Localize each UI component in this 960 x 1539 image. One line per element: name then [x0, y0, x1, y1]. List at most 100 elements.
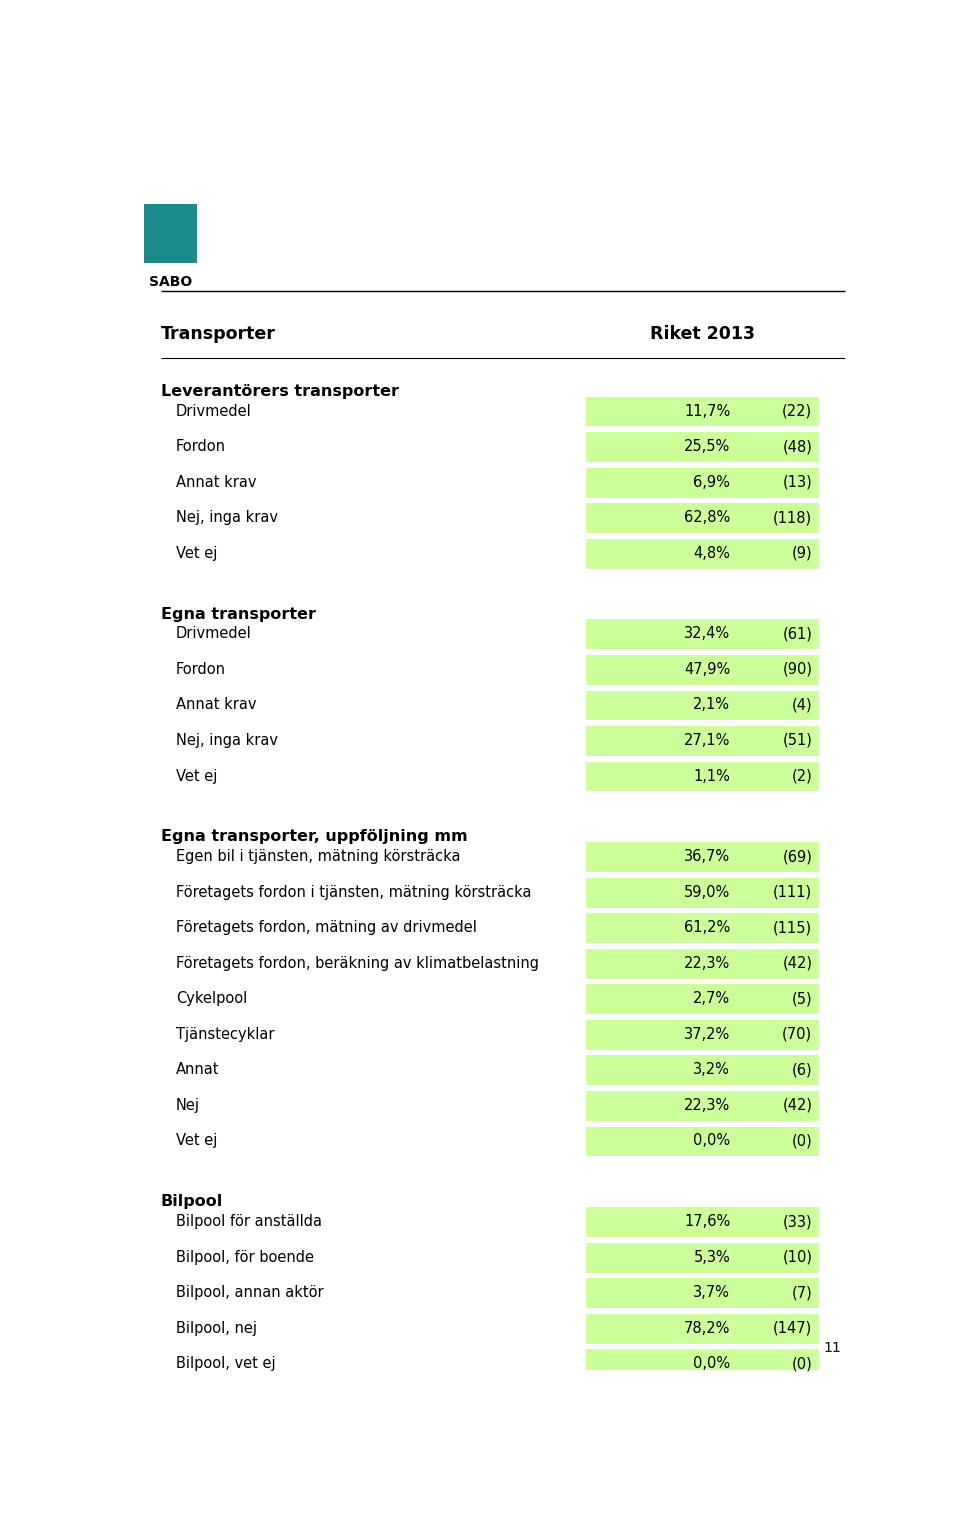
Text: (0): (0) [792, 1356, 812, 1371]
Text: Bilpool, nej: Bilpool, nej [176, 1320, 257, 1336]
Text: Bilpool, vet ej: Bilpool, vet ej [176, 1356, 276, 1371]
Text: Annat: Annat [176, 1062, 219, 1077]
Text: Riket 2013: Riket 2013 [650, 325, 755, 343]
FancyBboxPatch shape [585, 654, 820, 685]
Text: (69): (69) [782, 850, 812, 863]
FancyBboxPatch shape [585, 396, 820, 426]
FancyBboxPatch shape [585, 1277, 820, 1308]
Text: Bilpool, annan aktör: Bilpool, annan aktör [176, 1285, 324, 1300]
Text: Vet ej: Vet ej [176, 1134, 217, 1148]
FancyBboxPatch shape [585, 537, 820, 568]
Text: Företagets fordon, beräkning av klimatbelastning: Företagets fordon, beräkning av klimatbe… [176, 956, 539, 971]
Text: (10): (10) [782, 1250, 812, 1265]
Text: 2,7%: 2,7% [693, 991, 731, 1007]
Text: (70): (70) [782, 1027, 812, 1042]
Text: 25,5%: 25,5% [684, 439, 731, 454]
Text: Egna transporter, uppföljning mm: Egna transporter, uppföljning mm [161, 830, 468, 845]
Text: Nej: Nej [176, 1097, 200, 1113]
Text: Transporter: Transporter [161, 325, 276, 343]
Text: 36,7%: 36,7% [684, 850, 731, 863]
FancyBboxPatch shape [585, 725, 820, 756]
Text: 61,2%: 61,2% [684, 920, 731, 936]
Text: (0): (0) [792, 1134, 812, 1148]
Text: Egen bil i tjänsten, mätning körsträcka: Egen bil i tjänsten, mätning körsträcka [176, 850, 460, 863]
FancyBboxPatch shape [585, 431, 820, 462]
Text: (115): (115) [773, 920, 812, 936]
Text: 1,1%: 1,1% [693, 768, 731, 783]
Text: 3,2%: 3,2% [693, 1062, 731, 1077]
FancyBboxPatch shape [585, 466, 820, 497]
FancyBboxPatch shape [585, 983, 820, 1014]
Text: (90): (90) [782, 662, 812, 677]
Text: Annat krav: Annat krav [176, 474, 256, 489]
Text: 78,2%: 78,2% [684, 1320, 731, 1336]
Text: 11: 11 [824, 1342, 842, 1356]
Text: 0,0%: 0,0% [693, 1134, 731, 1148]
FancyBboxPatch shape [585, 689, 820, 720]
Text: (111): (111) [773, 885, 812, 900]
Text: SABO: SABO [149, 275, 192, 289]
Text: Företagets fordon, mätning av drivmedel: Företagets fordon, mätning av drivmedel [176, 920, 477, 936]
Text: Nej, inga krav: Nej, inga krav [176, 733, 277, 748]
Text: Bilpool för anställda: Bilpool för anställda [176, 1214, 322, 1230]
FancyBboxPatch shape [585, 948, 820, 979]
Text: (2): (2) [792, 768, 812, 783]
Text: Fordon: Fordon [176, 662, 226, 677]
FancyBboxPatch shape [585, 1125, 820, 1156]
Text: 22,3%: 22,3% [684, 1097, 731, 1113]
Text: Fordon: Fordon [176, 439, 226, 454]
FancyBboxPatch shape [585, 1019, 820, 1050]
FancyBboxPatch shape [585, 1090, 820, 1120]
Text: (6): (6) [792, 1062, 812, 1077]
Text: 59,0%: 59,0% [684, 885, 731, 900]
Text: (118): (118) [773, 509, 812, 525]
Text: (22): (22) [782, 403, 812, 419]
FancyBboxPatch shape [144, 203, 198, 263]
Text: 3,7%: 3,7% [693, 1285, 731, 1300]
FancyBboxPatch shape [585, 1242, 820, 1273]
Text: 47,9%: 47,9% [684, 662, 731, 677]
Text: Vet ej: Vet ej [176, 768, 217, 783]
Text: Vet ej: Vet ej [176, 546, 217, 560]
FancyBboxPatch shape [585, 1054, 820, 1085]
Text: Drivmedel: Drivmedel [176, 626, 252, 642]
FancyBboxPatch shape [585, 1207, 820, 1237]
Text: 2,1%: 2,1% [693, 697, 731, 713]
Text: Drivmedel: Drivmedel [176, 403, 252, 419]
Text: 37,2%: 37,2% [684, 1027, 731, 1042]
Text: 27,1%: 27,1% [684, 733, 731, 748]
Text: 62,8%: 62,8% [684, 509, 731, 525]
Text: 11,7%: 11,7% [684, 403, 731, 419]
Text: 0,0%: 0,0% [693, 1356, 731, 1371]
FancyBboxPatch shape [585, 1313, 820, 1344]
Text: (42): (42) [782, 956, 812, 971]
Text: 4,8%: 4,8% [693, 546, 731, 560]
Text: Annat krav: Annat krav [176, 697, 256, 713]
Text: 6,9%: 6,9% [693, 474, 731, 489]
FancyBboxPatch shape [585, 842, 820, 873]
FancyBboxPatch shape [585, 877, 820, 908]
Text: (7): (7) [792, 1285, 812, 1300]
Text: Leverantörers transporter: Leverantörers transporter [161, 383, 399, 399]
Text: (51): (51) [782, 733, 812, 748]
Text: 22,3%: 22,3% [684, 956, 731, 971]
Text: (48): (48) [782, 439, 812, 454]
Text: Bilpool: Bilpool [161, 1194, 223, 1210]
FancyBboxPatch shape [585, 502, 820, 532]
Text: Tjänstecyklar: Tjänstecyklar [176, 1027, 275, 1042]
Text: Cykelpool: Cykelpool [176, 991, 247, 1007]
Text: (4): (4) [792, 697, 812, 713]
Text: Bilpool, för boende: Bilpool, för boende [176, 1250, 314, 1265]
FancyBboxPatch shape [585, 1348, 820, 1379]
Text: 5,3%: 5,3% [693, 1250, 731, 1265]
Text: (5): (5) [792, 991, 812, 1007]
Text: (13): (13) [782, 474, 812, 489]
Text: (9): (9) [792, 546, 812, 560]
Text: (33): (33) [782, 1214, 812, 1230]
Text: Nej, inga krav: Nej, inga krav [176, 509, 277, 525]
Text: (42): (42) [782, 1097, 812, 1113]
FancyBboxPatch shape [585, 913, 820, 943]
Text: (61): (61) [782, 626, 812, 642]
Text: 32,4%: 32,4% [684, 626, 731, 642]
Text: Företagets fordon i tjänsten, mätning körsträcka: Företagets fordon i tjänsten, mätning kö… [176, 885, 531, 900]
